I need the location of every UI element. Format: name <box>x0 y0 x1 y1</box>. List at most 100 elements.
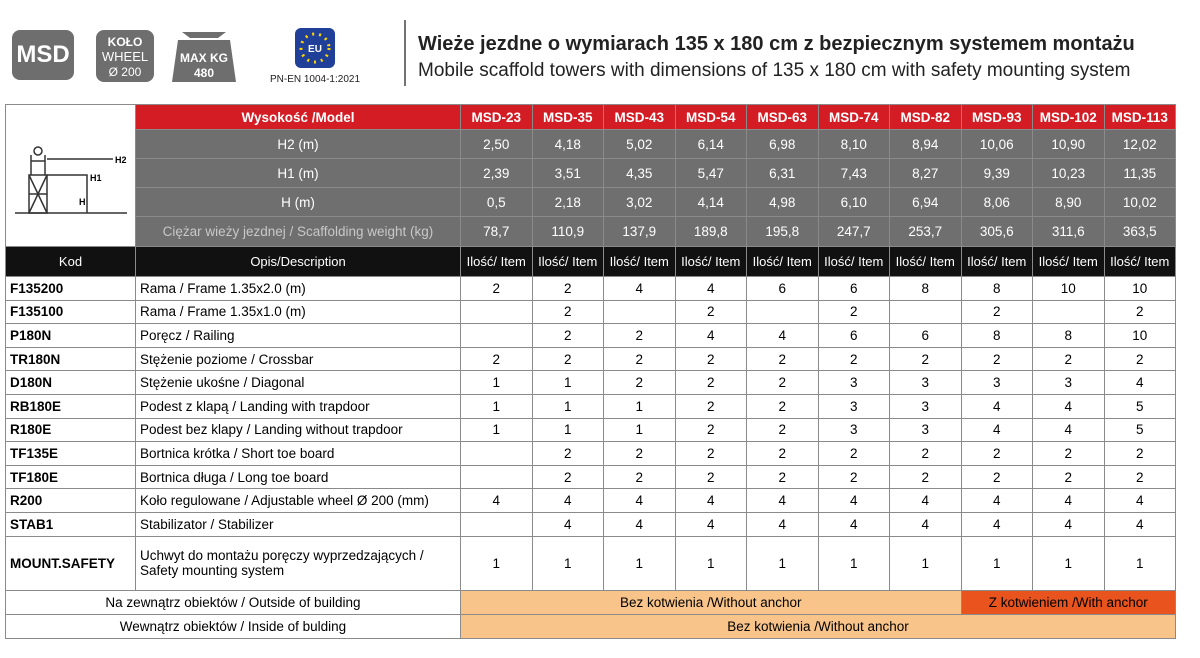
spec-value: 3,51 <box>531 158 604 189</box>
spec-value: 8,27 <box>889 158 962 189</box>
quantity: 4 <box>674 276 747 301</box>
quantity: 4 <box>531 511 604 537</box>
quantity: 2 <box>603 370 676 395</box>
quantity: 10 <box>1032 276 1105 301</box>
quantity: 1 <box>603 393 676 419</box>
quantity: 4 <box>746 323 819 348</box>
quantity: 2 <box>1103 299 1176 325</box>
diagram-label: H <box>79 197 86 207</box>
quantity: 2 <box>674 464 747 490</box>
spec-value: 189,8 <box>674 216 747 247</box>
quantity: 4 <box>674 511 747 537</box>
spec-value: 4,35 <box>603 158 676 189</box>
quantity: 2 <box>603 464 676 490</box>
spec-value: 253,7 <box>889 216 962 247</box>
model: MSD-54 <box>674 103 747 131</box>
quantity: 2 <box>960 464 1033 490</box>
row: Wewnątrz obiektów / Inside of bulding Bez… <box>5 613 1176 639</box>
quantity: 1 <box>889 535 962 591</box>
code: D180N <box>5 370 136 395</box>
quantity: 2 <box>889 464 962 490</box>
spec-value: 9,39 <box>960 158 1033 189</box>
quantity: 2 <box>674 417 747 443</box>
code: R180E <box>5 417 136 443</box>
item-header: Ilość/ Item <box>1032 246 1105 277</box>
quantity: 2 <box>674 346 747 372</box>
quantity: 2 <box>960 346 1033 372</box>
quantity: 1 <box>531 393 604 419</box>
row: Kod Opis/Description Ilość/ Item Ilość/ Ite… <box>5 246 1176 277</box>
quantity: 1 <box>460 535 533 591</box>
model: MSD-113 <box>1103 103 1176 131</box>
quantity: 2 <box>674 441 747 466</box>
row: R180E Podest bez klapy / Landing without … <box>5 417 1176 443</box>
quantity: 5 <box>1103 417 1176 443</box>
code: TF135E <box>5 441 136 466</box>
code: TF180E <box>5 464 136 490</box>
quantity: 4 <box>817 511 890 537</box>
quantity <box>460 323 533 348</box>
quantity: 1 <box>1103 535 1176 591</box>
quantity: 1 <box>603 417 676 443</box>
quantity: 1 <box>1032 535 1105 591</box>
badge-model-text: MSD <box>16 41 69 68</box>
quantity: 6 <box>817 276 890 301</box>
spec-value: 11,35 <box>1103 158 1176 189</box>
quantity: 4 <box>960 417 1033 443</box>
description-line: Safety mounting system <box>140 563 285 579</box>
quantity: 1 <box>531 370 604 395</box>
quantity: 2 <box>603 346 676 372</box>
quantity: 2 <box>674 393 747 419</box>
quantity: 4 <box>460 488 533 513</box>
quantity: 2 <box>1032 464 1105 490</box>
quantity: 1 <box>674 535 747 591</box>
quantity: 2 <box>817 299 890 325</box>
quantity: 2 <box>1103 441 1176 466</box>
badge-text: 480 <box>194 66 214 80</box>
model: MSD-74 <box>817 103 890 131</box>
model: MSD-63 <box>746 103 819 131</box>
model: MSD-23 <box>460 103 533 131</box>
norm: PN-EN 1004-1:2021 <box>270 74 360 85</box>
badge-text: WHEEL <box>102 49 148 64</box>
quantity: 4 <box>603 488 676 513</box>
diagram-label: H1 <box>90 173 102 183</box>
spec-value: 78,7 <box>460 216 533 247</box>
badge-weight <box>172 32 236 82</box>
footer-label: Wewnątrz obiektów / Inside of bulding <box>5 613 461 639</box>
quantity: 4 <box>674 323 747 348</box>
quantity <box>460 464 533 490</box>
spec-value: 4,14 <box>674 187 747 218</box>
code-header: Kod <box>5 246 136 277</box>
without-anchor: Bez kotwienia /Without anchor <box>460 613 1176 639</box>
quantity: 3 <box>889 370 962 395</box>
row: TF135E Bortnica krótka / Short toe board 2… <box>5 441 1176 466</box>
row: STAB1 Stabilizator / Stabilizer 4 4 4 4 4 4 4 4 4 <box>5 511 1176 537</box>
quantity: 1 <box>746 535 819 591</box>
description: Podest bez klapy / Landing without trapd… <box>135 417 461 443</box>
item-header: Ilość/ Item <box>889 246 962 277</box>
model: MSD-82 <box>889 103 962 131</box>
spec-value: 110,9 <box>531 216 604 247</box>
quantity: 2 <box>531 299 604 325</box>
quantity: 2 <box>460 346 533 372</box>
description: Rama / Frame 1.35x1.0 (m) <box>135 299 461 325</box>
row: Na zewnątrz obiektów / Outside of buildi… <box>5 589 1176 615</box>
item-header: Ilość/ Item <box>603 246 676 277</box>
quantity: 4 <box>603 276 676 301</box>
quantity: 1 <box>531 417 604 443</box>
model: MSD-93 <box>960 103 1033 131</box>
row: TR180N Stężenie poziome / Crossbar 2 2 2 2 2 2 2… <box>5 346 1176 372</box>
quantity: 8 <box>1032 323 1105 348</box>
code: TR180N <box>5 346 136 372</box>
spec-label: H2 (m) <box>135 129 461 160</box>
quantity: 8 <box>960 323 1033 348</box>
quantity: 1 <box>460 417 533 443</box>
description: Stabilizator / Stabilizer <box>135 511 461 537</box>
spec-value: 305,6 <box>960 216 1033 247</box>
quantity <box>460 511 533 537</box>
badge-text: MAX KG <box>180 51 228 65</box>
code: R200 <box>5 488 136 513</box>
quantity: 5 <box>1103 393 1176 419</box>
spec-value: 5,47 <box>674 158 747 189</box>
